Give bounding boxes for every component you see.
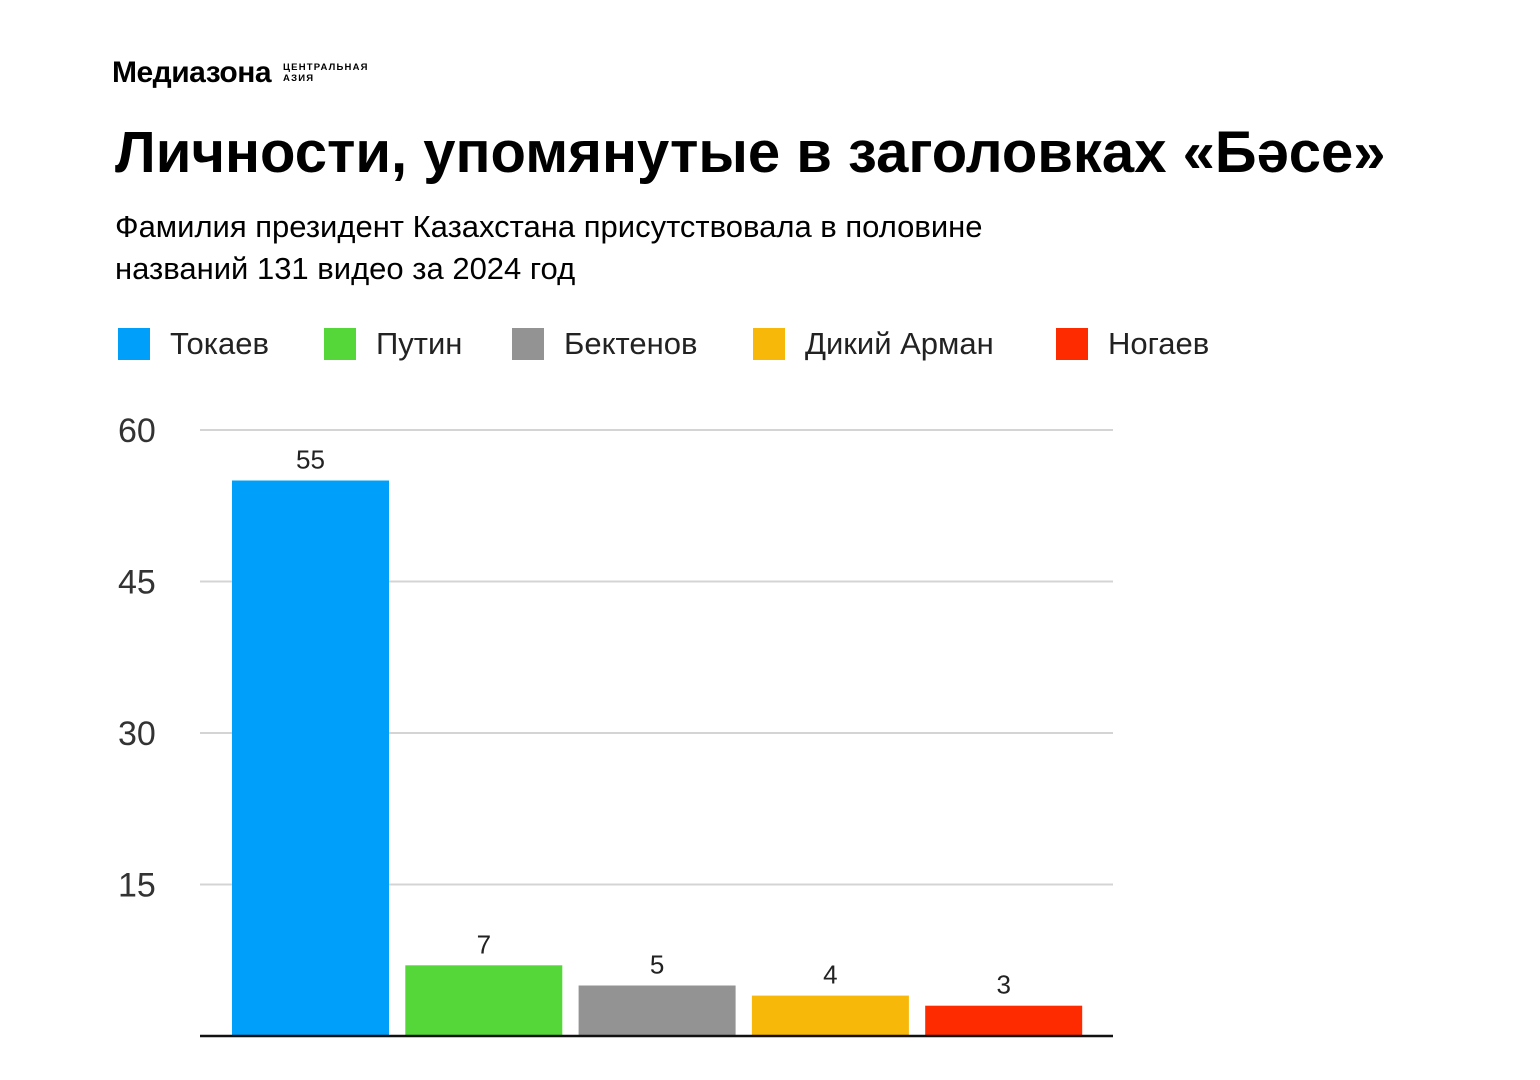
legend-item-tokayev: Токаев xyxy=(118,326,269,362)
y-tick-label: 30 xyxy=(118,715,156,753)
logo-name: Медиазона xyxy=(112,56,272,89)
bar xyxy=(751,995,909,1036)
bars xyxy=(232,480,1083,1036)
legend-item-nogayev: Ногаев xyxy=(1056,326,1209,362)
bar-value-label: 55 xyxy=(296,445,325,475)
legend-swatch xyxy=(753,328,785,360)
legend-swatch xyxy=(1056,328,1088,360)
logo: Медиазона ЦЕНТРАЛЬНАЯ АЗИЯ xyxy=(112,58,369,88)
legend-item-dikiy-arman: Дикий Арман xyxy=(753,326,994,362)
y-tick-label: 45 xyxy=(118,564,156,602)
bar-value-label: 7 xyxy=(477,929,491,959)
y-tick-label: 60 xyxy=(118,412,156,450)
legend-label: Бектенов xyxy=(564,326,698,361)
chart-subtitle-line-2: названий 131 видео за 2024 год xyxy=(115,251,576,286)
logo-subtitle-line-2: АЗИЯ xyxy=(283,73,315,84)
legend-label: Ногаев xyxy=(1108,326,1210,361)
chart-subtitle: Фамилия президент Казахстана присутствов… xyxy=(115,206,983,290)
legend-label: Токаев xyxy=(170,326,269,361)
logo-subtitle: ЦЕНТРАЛЬНАЯ АЗИЯ xyxy=(283,62,369,84)
legend-item-putin: Путин xyxy=(324,326,462,362)
bar-value-label: 4 xyxy=(823,960,837,990)
bar-value-label: 5 xyxy=(650,950,664,980)
bar xyxy=(405,965,563,1036)
logo-subtitle-line-1: ЦЕНТРАЛЬНАЯ xyxy=(283,62,369,73)
y-tick-label: 15 xyxy=(118,867,156,905)
bar-value-label: 3 xyxy=(996,970,1010,1000)
legend-swatch xyxy=(118,328,150,360)
bar xyxy=(925,1005,1083,1036)
chart-subtitle-line-1: Фамилия президент Казахстана присутствов… xyxy=(115,209,983,244)
value-labels: 55 7 5 4 3 xyxy=(296,445,1011,1000)
y-axis-tick-labels: 15 30 45 60 xyxy=(118,412,156,905)
bar xyxy=(232,480,389,1036)
bar xyxy=(578,985,736,1036)
chart-title: Личности, упомянутые в заголовках «Бәсе» xyxy=(115,120,1386,185)
legend-swatch xyxy=(512,328,544,360)
legend-label: Дикий Арман xyxy=(805,326,994,361)
legend-item-bektenov: Бектенов xyxy=(512,326,697,362)
legend-swatch xyxy=(324,328,356,360)
legend-label: Путин xyxy=(376,326,463,361)
